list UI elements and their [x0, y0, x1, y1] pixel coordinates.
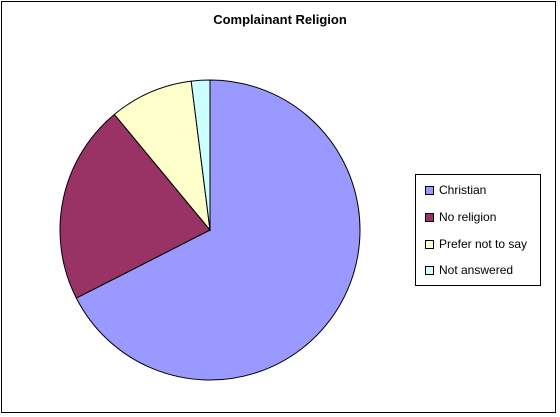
legend-item-no-religion: No religion: [425, 208, 496, 226]
pie-slice-prefer-not-to-say: [113, 80, 211, 232]
legend-label-not-answered: Not answered: [439, 263, 514, 277]
pie-slice-no-religion: [59, 113, 211, 299]
legend-swatch-christian: [425, 185, 434, 195]
legend: Christian No religion Prefer not to say …: [415, 174, 541, 286]
legend-item-not-answered: Not answered: [425, 261, 513, 279]
chart-title: Complainant Religion: [213, 12, 347, 27]
pie-slice-not-answered: [190, 79, 211, 231]
legend-label-no-religion: No religion: [439, 210, 497, 224]
legend-swatch-not-answered: [425, 265, 434, 275]
legend-item-christian: Christian: [425, 181, 486, 199]
legend-label-christian: Christian: [439, 183, 487, 197]
legend-swatch-no-religion: [425, 212, 434, 222]
pie-slice-christian: [75, 79, 361, 381]
legend-item-prefer-not-to-say: Prefer not to say: [425, 235, 527, 253]
legend-label-prefer-not-to-say: Prefer not to say: [439, 237, 528, 251]
legend-swatch-prefer-not-to-say: [425, 239, 434, 249]
